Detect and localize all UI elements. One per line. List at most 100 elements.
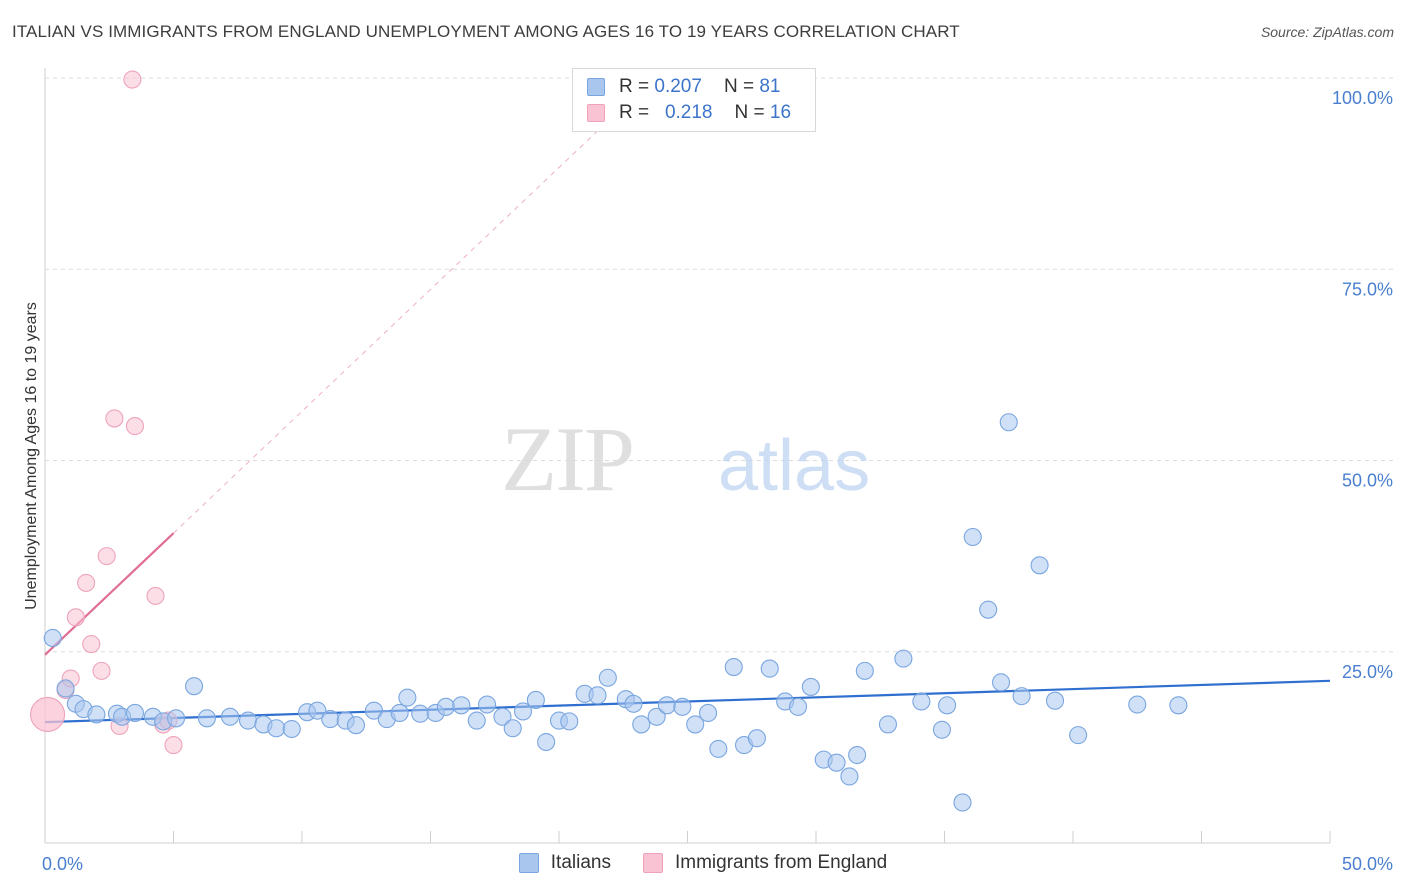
point-italians bbox=[991, 673, 1011, 692]
point-italians bbox=[632, 715, 651, 734]
point-italians bbox=[220, 707, 240, 726]
point-italians bbox=[840, 767, 859, 786]
y-tick-label: 50.0% bbox=[1342, 471, 1393, 491]
watermark-atlas: atlas bbox=[718, 426, 870, 506]
point-italians bbox=[167, 709, 186, 728]
point-italians bbox=[513, 702, 533, 721]
point-italians bbox=[1030, 556, 1049, 575]
point-italians bbox=[709, 739, 728, 758]
point-italians bbox=[657, 696, 676, 715]
r-value-italians: 0.207 bbox=[654, 76, 702, 97]
point-italians bbox=[267, 719, 286, 738]
legend-item-italians[interactable]: Italians bbox=[518, 852, 611, 874]
x-tick-label: 50.0% bbox=[1342, 854, 1393, 874]
point-italians bbox=[760, 659, 779, 678]
legend-label-england: Immigrants from England bbox=[674, 852, 888, 873]
trend-lines bbox=[44, 128, 1331, 724]
grid-layer bbox=[45, 77, 1393, 653]
n-value-england: 16 bbox=[769, 102, 792, 123]
point-italians bbox=[724, 657, 743, 677]
watermark: ZIP atlas bbox=[501, 408, 870, 510]
point-italians bbox=[282, 719, 301, 739]
point-italians bbox=[436, 697, 455, 716]
point-italians bbox=[855, 661, 874, 680]
trend-line-england-extended bbox=[173, 128, 601, 534]
point-england bbox=[125, 417, 144, 436]
point-italians bbox=[932, 720, 951, 739]
point-italians bbox=[321, 710, 340, 729]
correlation-legend: R = 0.207 N = 81 R = 0.218 N = 16 bbox=[572, 68, 816, 132]
source-label: Source: ZipAtlas.com bbox=[1260, 24, 1394, 40]
point-italians bbox=[1069, 726, 1088, 745]
point-italians bbox=[747, 729, 766, 748]
r-label: R = bbox=[619, 102, 650, 123]
point-italians bbox=[999, 413, 1018, 432]
point-italians bbox=[526, 690, 545, 709]
point-italians bbox=[346, 716, 366, 735]
point-italians bbox=[467, 711, 486, 730]
point-italians bbox=[197, 709, 216, 728]
y-axis-label: Unemployment Among Ages 16 to 19 years bbox=[23, 302, 40, 610]
point-italians bbox=[953, 793, 972, 812]
point-italians bbox=[1128, 695, 1147, 714]
point-italians bbox=[788, 697, 808, 716]
legend-label-italians: Italians bbox=[550, 852, 611, 873]
legend-row-italians: R = 0.207 N = 81 bbox=[587, 75, 780, 99]
point-italians bbox=[452, 696, 471, 715]
point-england bbox=[97, 547, 116, 566]
point-italians bbox=[699, 703, 718, 723]
point-italians bbox=[503, 719, 522, 738]
point-italians bbox=[238, 711, 258, 730]
point-italians bbox=[398, 688, 417, 707]
data-points bbox=[30, 70, 1188, 812]
point-italians bbox=[588, 686, 607, 705]
point-england bbox=[164, 736, 183, 755]
point-england bbox=[146, 586, 165, 605]
point-italians bbox=[185, 677, 204, 696]
point-italians bbox=[647, 707, 666, 726]
point-italians bbox=[801, 677, 820, 696]
point-italians bbox=[390, 703, 409, 723]
point-italians bbox=[963, 527, 982, 547]
point-italians bbox=[894, 649, 913, 668]
point-italians bbox=[43, 628, 62, 648]
point-italians bbox=[560, 712, 579, 731]
point-italians bbox=[1045, 691, 1065, 710]
series-legend: Italians Immigrants from England bbox=[0, 852, 1406, 874]
watermark-zip: ZIP bbox=[501, 408, 633, 510]
point-england bbox=[105, 409, 124, 428]
r-label: R = bbox=[619, 76, 650, 97]
chart-title: ITALIAN VS IMMIGRANTS FROM ENGLAND UNEMP… bbox=[12, 22, 960, 41]
point-england bbox=[82, 635, 101, 654]
y-tick-label: 75.0% bbox=[1342, 279, 1393, 299]
n-label: N = bbox=[734, 102, 765, 123]
point-italians bbox=[56, 679, 75, 698]
x-tick-label: 0.0% bbox=[42, 854, 83, 874]
legend-row-england: R = 0.218 N = 16 bbox=[587, 101, 791, 125]
point-italians bbox=[364, 701, 384, 720]
legend-item-england[interactable]: Immigrants from England bbox=[642, 852, 888, 874]
italians-legend-swatch bbox=[518, 853, 539, 873]
italians-swatch bbox=[587, 78, 605, 96]
point-italians bbox=[493, 707, 512, 726]
point-italians bbox=[1012, 687, 1031, 706]
point-italians bbox=[308, 701, 327, 720]
y-tick-label: 100.0% bbox=[1332, 88, 1393, 108]
point-italians bbox=[125, 703, 144, 723]
point-italians bbox=[411, 704, 430, 723]
tick-labels: 25.0% 50.0% 75.0% 100.0% 0.0% 50.0% bbox=[42, 88, 1393, 874]
point-italians bbox=[598, 668, 617, 687]
point-italians bbox=[673, 697, 692, 716]
n-label: N = bbox=[723, 76, 755, 97]
point-england bbox=[30, 696, 66, 733]
point-italians bbox=[87, 705, 106, 724]
point-italians bbox=[477, 695, 497, 714]
point-england bbox=[66, 608, 85, 627]
point-italians bbox=[878, 715, 898, 734]
point-italians bbox=[979, 600, 998, 619]
england-swatch bbox=[587, 104, 605, 122]
r-value-england: 0.218 bbox=[664, 102, 713, 123]
point-italians bbox=[938, 696, 957, 715]
point-england bbox=[77, 573, 96, 592]
